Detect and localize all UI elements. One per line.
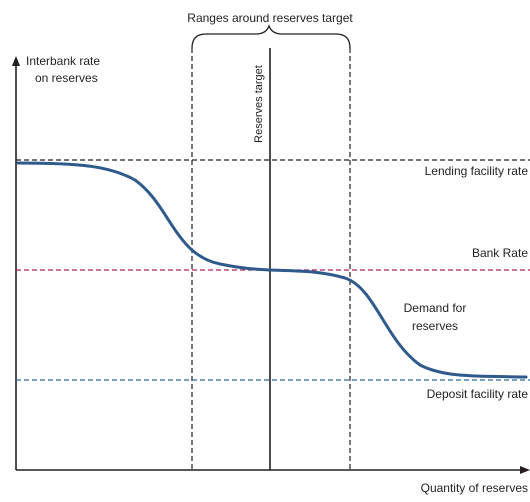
bank-rate-label: Bank Rate: [472, 246, 528, 260]
y-axis-label-line1: Interbank rate: [26, 54, 100, 68]
range-brace: [191, 24, 351, 49]
y-axis-label-line2: on reserves: [35, 71, 98, 85]
lending-facility-rate-label: Lending facility rate: [425, 164, 529, 178]
demand-curve: [16, 161, 528, 379]
reserves-target-label: Reserves target: [253, 65, 265, 143]
x-axis-label: Quantity of reserves: [421, 481, 528, 495]
x-axis-arrow: [520, 466, 530, 474]
demand-label-line1: Demand for: [404, 301, 467, 315]
deposit-facility-rate-label: Deposit facility rate: [427, 387, 529, 401]
y-axis-arrow: [12, 56, 20, 66]
demand-label-line2: reserves: [412, 319, 458, 333]
range-header-label: Ranges around reserves target: [187, 11, 353, 25]
